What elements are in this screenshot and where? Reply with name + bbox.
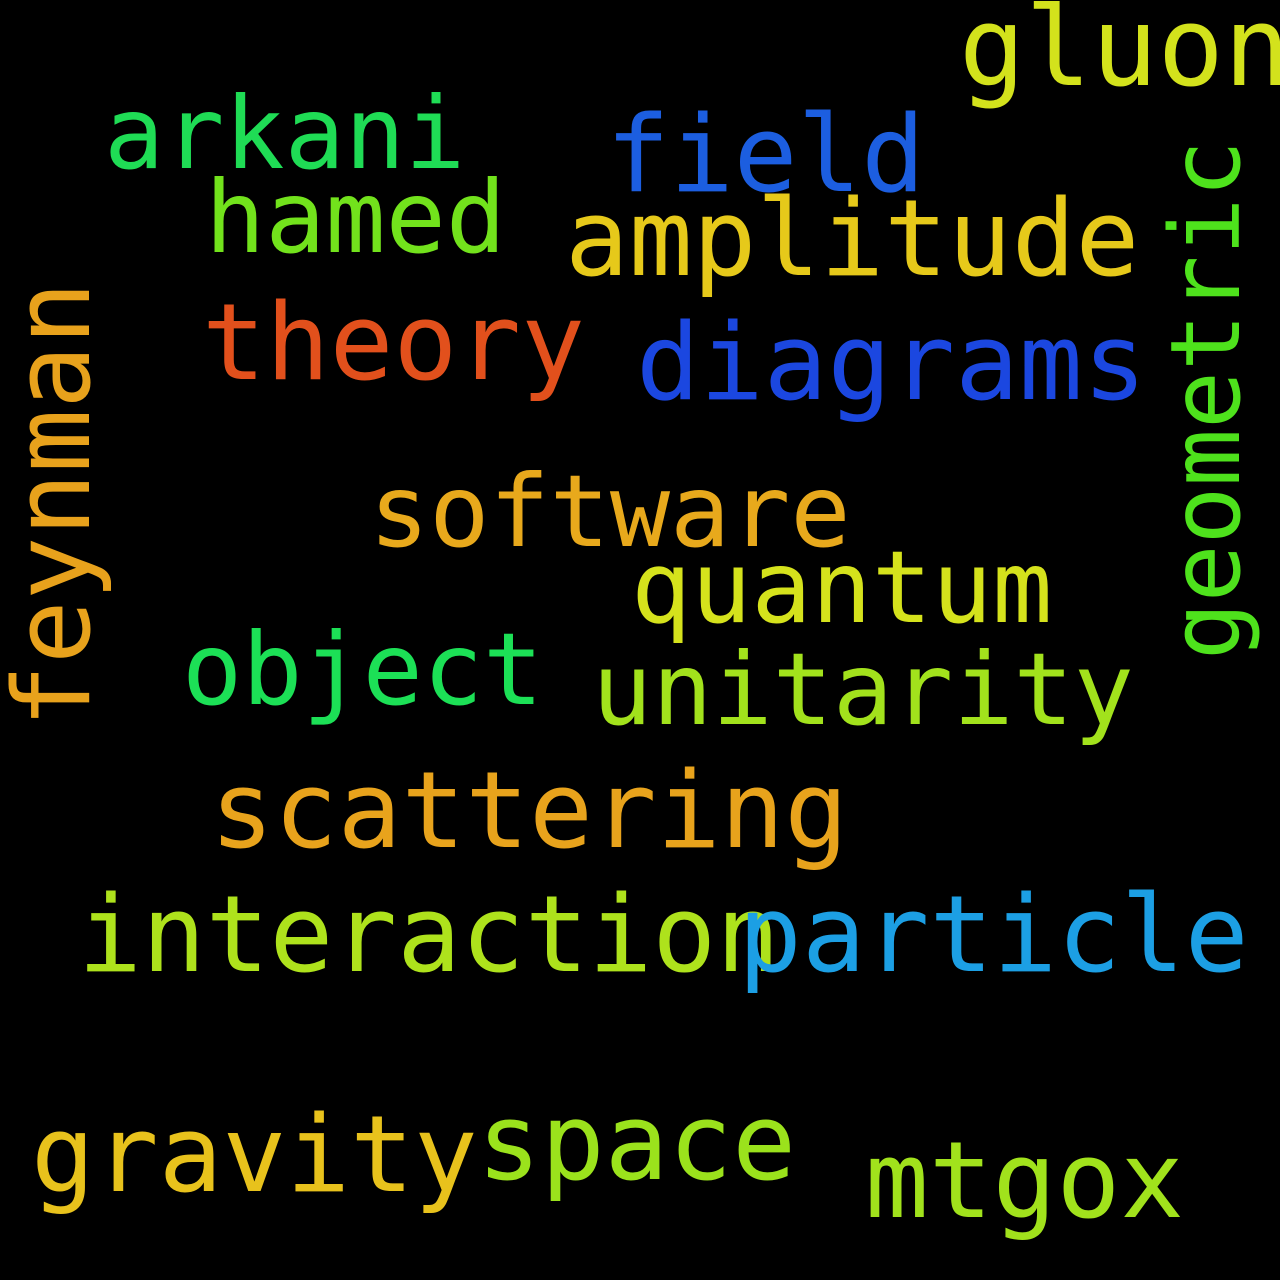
word-interaction: interaction	[78, 873, 780, 996]
word-space: space	[477, 1081, 797, 1204]
word-quantum: quantum	[631, 529, 1053, 646]
word-diagrams: diagrams	[636, 301, 1147, 424]
word-mtgox: mtgox	[865, 1119, 1185, 1242]
word-software: software	[369, 453, 851, 570]
word-hamed: hamed	[205, 159, 507, 276]
word-geometric: geometric	[1150, 139, 1262, 660]
word-scattering: scattering	[210, 749, 849, 872]
word-unitarity: unitarity	[592, 631, 1134, 748]
word-gluon: gluon	[959, 0, 1280, 111]
word-gravity: gravity	[31, 1093, 478, 1216]
word-theory: theory	[202, 281, 585, 404]
word-particle: particle	[738, 873, 1249, 996]
word-amplitude: amplitude	[565, 177, 1140, 300]
word-arkani: arkani	[104, 75, 466, 192]
word-field: field	[606, 93, 926, 216]
word-feynman: feynman	[0, 281, 114, 728]
word-object: object	[182, 611, 544, 728]
